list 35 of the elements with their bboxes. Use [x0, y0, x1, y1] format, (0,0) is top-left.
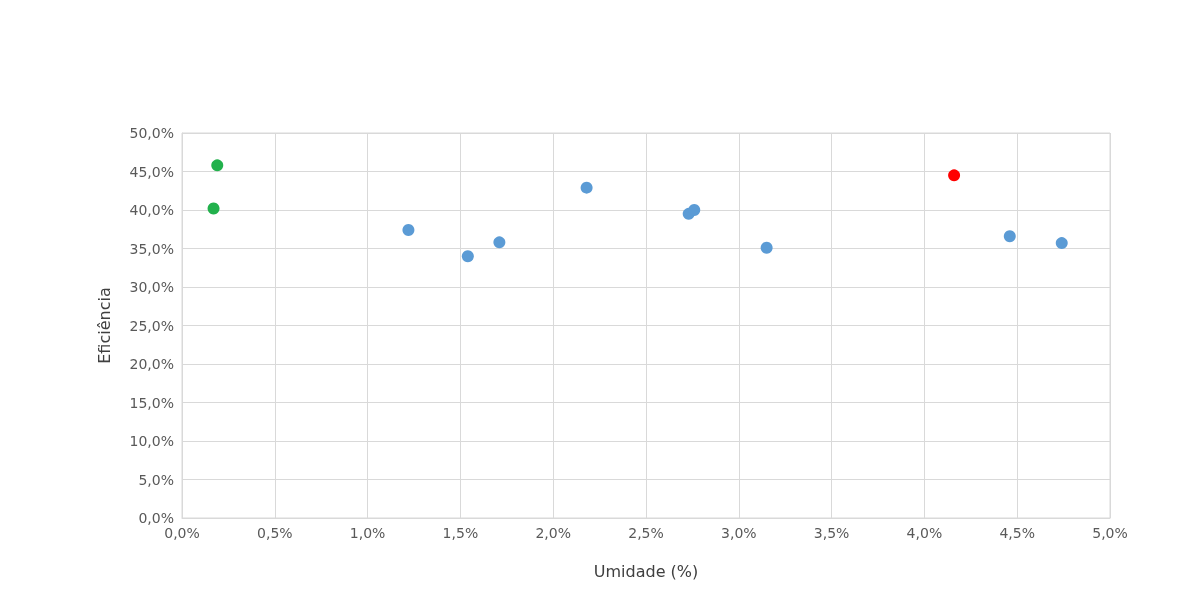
x-tick-label: 1,0% — [349, 525, 386, 541]
point — [1003, 230, 1016, 243]
x-axis-title: Umidade (%) — [593, 561, 699, 581]
y-tick-label: 40,0% — [129, 202, 174, 218]
point — [207, 202, 220, 215]
y-tick-label: 30,0% — [129, 279, 174, 295]
y-tick-label: 20,0% — [129, 356, 174, 372]
x-tick-label: 0,0% — [164, 525, 200, 541]
point — [580, 181, 593, 194]
x-tick-label: 2,5% — [628, 525, 664, 541]
point — [493, 236, 506, 249]
point — [688, 204, 701, 216]
point — [211, 159, 224, 172]
x-tick-label: 3,0% — [721, 525, 757, 541]
y-tick-label: 0,0% — [138, 510, 174, 526]
point — [402, 224, 415, 237]
point — [1055, 237, 1068, 250]
x-tick-label: 2,0% — [535, 525, 571, 541]
x-tick-label: 5,0% — [1092, 525, 1128, 541]
x-tick-label: 4,0% — [906, 525, 943, 541]
x-tick-label: 1,5% — [442, 525, 479, 541]
x-tick-label: 0,5% — [257, 525, 293, 541]
y-tick-label: 5,0% — [138, 471, 174, 488]
y-tick-label: 50,0% — [129, 125, 174, 141]
point — [461, 250, 474, 263]
point — [948, 169, 961, 182]
y-axis-title: Eficiência — [94, 287, 114, 364]
x-tick-label: 4,5% — [999, 525, 1035, 541]
x-tick-label: 3,5% — [813, 525, 850, 541]
y-tick-label: 15,0% — [129, 394, 174, 411]
y-tick-label: 25,0% — [129, 317, 174, 334]
y-tick-label: 45,0% — [129, 163, 174, 180]
y-tick-label: 10,0% — [129, 433, 174, 449]
y-tick-label: 35,0% — [129, 240, 174, 257]
point — [760, 241, 773, 254]
